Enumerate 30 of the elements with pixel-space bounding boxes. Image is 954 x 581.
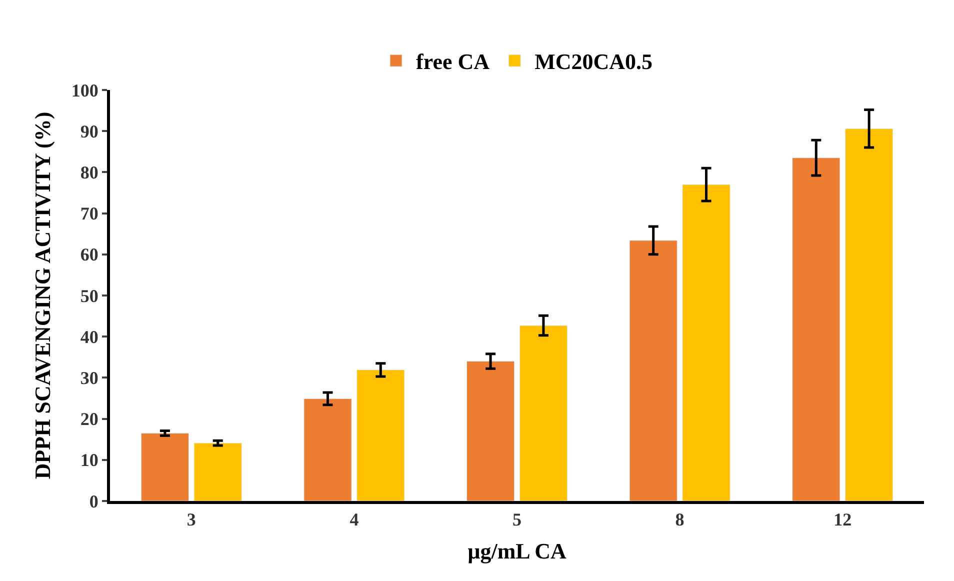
y-tick-label: 0 (89, 491, 98, 512)
y-tick-label: 70 (80, 204, 98, 224)
y-tick-label: 20 (80, 409, 98, 430)
x-tick-label: 8 (675, 510, 684, 530)
bar (519, 325, 568, 501)
y-tick-label: 90 (80, 121, 98, 142)
bar (304, 398, 352, 501)
x-tick-label: 5 (512, 510, 522, 530)
bar (629, 240, 678, 501)
y-tick-label: 30 (80, 368, 98, 388)
bar (356, 370, 405, 501)
y-tick-label: 40 (80, 326, 98, 347)
y-tick-label: 10 (80, 450, 98, 470)
y-axis-title: DPPH SCAVENGING ACTIVITY (%) (30, 112, 56, 480)
y-tick-label: 50 (80, 286, 98, 306)
bar (466, 361, 515, 501)
y-tick-label: 60 (80, 244, 98, 265)
bar (792, 158, 840, 501)
y-tick-label: 100 (71, 80, 98, 100)
legend-label: MC20CA0.5 (534, 49, 653, 74)
x-tick-label: 4 (350, 510, 359, 530)
bar (194, 442, 242, 501)
bar (682, 184, 730, 501)
x-axis-title: µg/mL CA (468, 538, 567, 564)
x-tick-label: 3 (186, 510, 196, 530)
y-tick-label: 80 (80, 162, 98, 182)
bar (140, 432, 189, 501)
bar (845, 128, 894, 501)
legend-label: free CA (416, 49, 490, 74)
x-tick-label: 12 (834, 510, 852, 530)
